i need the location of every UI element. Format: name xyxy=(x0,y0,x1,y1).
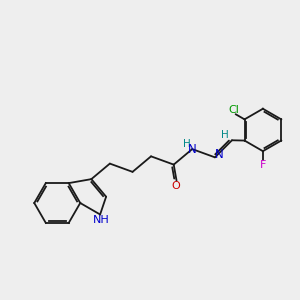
Text: H: H xyxy=(221,130,229,140)
Text: N: N xyxy=(215,148,224,161)
Text: F: F xyxy=(260,160,266,170)
Text: O: O xyxy=(172,181,180,191)
Text: Cl: Cl xyxy=(229,105,240,115)
Text: H: H xyxy=(183,139,191,149)
Text: N: N xyxy=(188,142,197,156)
Text: NH: NH xyxy=(93,215,110,225)
